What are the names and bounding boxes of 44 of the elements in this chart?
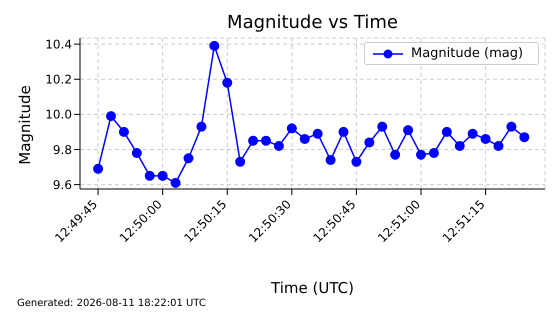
y-axis-title: Magnitude bbox=[16, 85, 34, 165]
point bbox=[274, 140, 284, 151]
point bbox=[428, 148, 439, 158]
point bbox=[494, 140, 504, 151]
point bbox=[390, 150, 400, 160]
chart-title: Magnitude vs Time bbox=[226, 12, 399, 33]
y-tick-label: 9.6 bbox=[52, 178, 72, 192]
point bbox=[506, 122, 516, 132]
point bbox=[468, 128, 478, 139]
point bbox=[312, 128, 323, 139]
point bbox=[416, 150, 426, 160]
point bbox=[364, 137, 374, 148]
point bbox=[93, 164, 104, 174]
point bbox=[118, 126, 129, 137]
legend-label: Magnitude (mag) bbox=[411, 46, 524, 61]
point bbox=[338, 126, 348, 137]
y-tick-label: 10.4 bbox=[45, 37, 72, 52]
y-tick-label: 10.0 bbox=[45, 108, 72, 122]
point bbox=[106, 111, 116, 122]
point bbox=[480, 134, 491, 144]
point bbox=[235, 156, 246, 167]
point bbox=[158, 170, 168, 181]
point bbox=[351, 156, 362, 167]
point bbox=[454, 140, 465, 151]
point bbox=[132, 148, 142, 158]
point bbox=[170, 178, 181, 188]
text: Generated: 2026-08-11 18:22:01 UTC bbox=[17, 298, 206, 309]
point bbox=[403, 125, 414, 136]
point bbox=[144, 170, 155, 181]
point bbox=[377, 122, 388, 132]
y-tick-label: 10.2 bbox=[45, 72, 72, 87]
point bbox=[184, 153, 194, 164]
y-tick-label: 9.8 bbox=[52, 142, 72, 157]
point bbox=[248, 136, 258, 146]
point bbox=[222, 78, 232, 88]
point bbox=[196, 122, 206, 132]
point bbox=[519, 132, 530, 142]
x-axis-title: Time (UTC) bbox=[270, 279, 355, 297]
point bbox=[261, 136, 271, 146]
point bbox=[326, 155, 336, 166]
point bbox=[209, 40, 220, 51]
point bbox=[286, 123, 297, 134]
point bbox=[442, 126, 452, 137]
point bbox=[300, 134, 310, 144]
